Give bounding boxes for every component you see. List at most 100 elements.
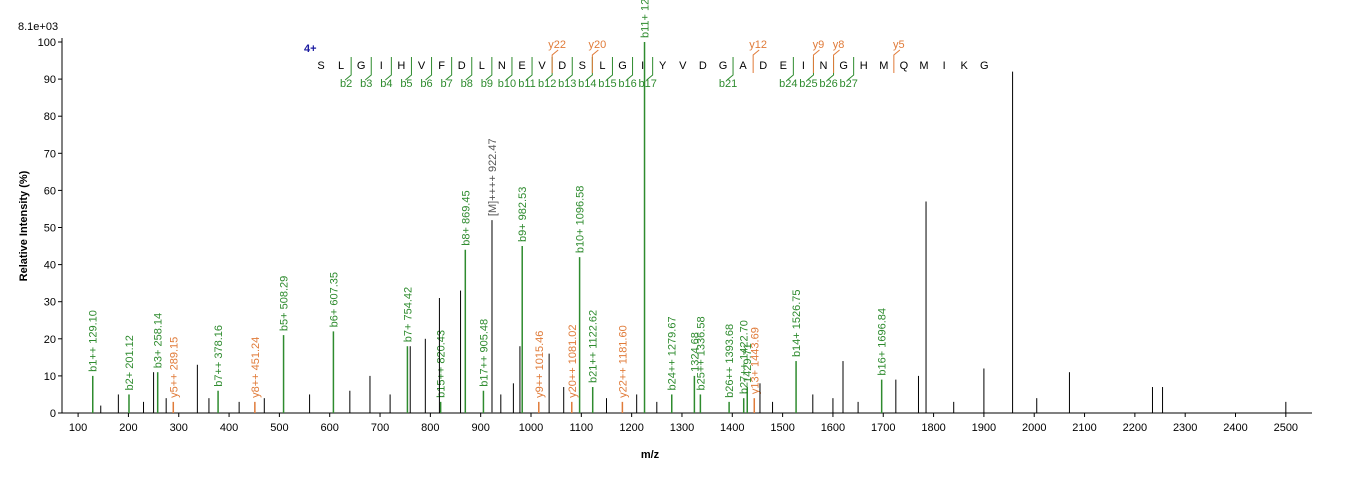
y-tick-label: 100	[38, 37, 56, 49]
b-ion-marker	[465, 57, 473, 81]
y-ion-label: y22	[548, 39, 566, 51]
y-tick-label: 80	[44, 111, 56, 123]
residue: V	[418, 60, 426, 72]
y-ion-label: y8	[833, 39, 845, 51]
x-tick-label: 500	[270, 422, 288, 434]
b-ion-marker	[726, 57, 734, 81]
y-ion-label: y20	[588, 39, 606, 51]
y-tick-label: 50	[44, 223, 56, 235]
y-ion-marker	[551, 49, 559, 73]
peak-label: b7+ 754.42	[402, 287, 414, 342]
b-ion-label: b25	[799, 78, 817, 90]
x-tick-label: 1600	[821, 422, 845, 434]
peak-label: y9++ 1015.46	[534, 331, 546, 398]
peak-label: b17++ 905.48	[478, 319, 490, 387]
charge-state: 4+	[304, 43, 317, 55]
y-tick-label: 60	[44, 185, 56, 197]
y-tick-label: 10	[44, 371, 56, 383]
peak-label: b26++ 1393.68	[724, 324, 736, 398]
b-ion-marker	[847, 57, 855, 81]
b-ion-label: b9	[481, 78, 493, 90]
peak-label: 1324.68	[689, 332, 701, 372]
residue: V	[538, 60, 546, 72]
x-tick-label: 2500	[1274, 422, 1298, 434]
y-ion-marker	[752, 49, 760, 73]
b-ion-marker	[646, 57, 654, 81]
residue: H	[397, 60, 405, 72]
peak-label: b25++ 1336.58	[695, 316, 707, 390]
x-tick-label: 2300	[1173, 422, 1197, 434]
residue: G	[839, 60, 848, 72]
peak-label: y22++ 1181.60	[617, 325, 629, 398]
peak-label: b3+ 258.14	[153, 313, 165, 368]
x-tick-label: 900	[471, 422, 489, 434]
b-ion-marker	[807, 57, 814, 81]
y-ion-marker	[833, 49, 840, 73]
b-ion-label: b16	[618, 78, 636, 90]
b-ion-label: b6	[420, 78, 432, 90]
y-ion-marker	[591, 49, 599, 73]
x-tick-label: 700	[371, 422, 389, 434]
peak-label: b2+ 201.12	[124, 335, 136, 390]
b-ion-label: b26	[819, 78, 837, 90]
peak-label: b10+ 1096.58	[575, 186, 587, 254]
peak-label: b8+ 869.45	[460, 190, 472, 245]
residue: S	[317, 60, 324, 72]
residue: S	[579, 60, 586, 72]
b-ion-marker	[545, 57, 553, 81]
x-tick-label: 600	[321, 422, 339, 434]
residue: G	[980, 60, 989, 72]
x-tick-label: 1900	[972, 422, 996, 434]
residue: I	[802, 60, 805, 72]
peak-label: b21++ 1122.62	[588, 310, 600, 383]
b-ion-marker	[565, 57, 573, 81]
peak-label: y20++ 1081.02	[567, 324, 579, 397]
b-ion-marker	[485, 57, 493, 81]
peak-label: y5++ 289.15	[168, 337, 180, 398]
b-ion-marker	[344, 57, 352, 81]
peak-label: b5+ 508.29	[279, 276, 291, 331]
x-tick-label: 1400	[720, 422, 744, 434]
intensity-max: 8.1e+03	[18, 21, 58, 33]
residue: D	[699, 60, 707, 72]
b-ion-marker	[787, 57, 794, 81]
x-tick-label: 2000	[1022, 422, 1046, 434]
b-ion-label: b27	[839, 78, 857, 90]
b-ion-marker	[445, 57, 453, 81]
residue: E	[780, 60, 787, 72]
residue: D	[759, 60, 767, 72]
residue: F	[438, 60, 445, 72]
x-tick-label: 1200	[619, 422, 643, 434]
x-tick-label: 2400	[1223, 422, 1247, 434]
x-tick-label: 1700	[871, 422, 895, 434]
residue: L	[338, 60, 344, 72]
b-ion-marker	[385, 57, 392, 81]
peak-label: b11+ 1225.6	[640, 0, 652, 38]
peak-label: b14+ 1526.75	[791, 289, 803, 357]
residue: H	[860, 60, 868, 72]
x-axis-label: m/z	[641, 449, 660, 461]
x-tick-label: 1800	[921, 422, 945, 434]
residue: I	[943, 60, 946, 72]
residue: E	[518, 60, 525, 72]
residue: K	[961, 60, 969, 72]
y-ion-marker	[893, 49, 901, 73]
x-tick-label: 2200	[1123, 422, 1147, 434]
residue: I	[641, 60, 644, 72]
b-ion-label: b10	[498, 78, 516, 90]
x-tick-label: 1300	[670, 422, 694, 434]
b-ion-marker	[586, 57, 593, 81]
y-tick-label: 90	[44, 74, 56, 86]
b-ion-marker	[525, 57, 533, 81]
x-tick-label: 200	[119, 422, 137, 434]
b-ion-label: b21	[719, 78, 737, 90]
b-ion-label: b13	[558, 78, 576, 90]
b-ion-label: b8	[461, 78, 473, 90]
residue: M	[879, 60, 888, 72]
b-ion-label: b24	[779, 78, 797, 90]
y-ion-marker	[812, 49, 820, 73]
x-tick-label: 1100	[569, 422, 593, 434]
peak-label: b7++ 378.16	[213, 325, 225, 387]
peak-label: b1++ 129.10	[88, 310, 100, 372]
